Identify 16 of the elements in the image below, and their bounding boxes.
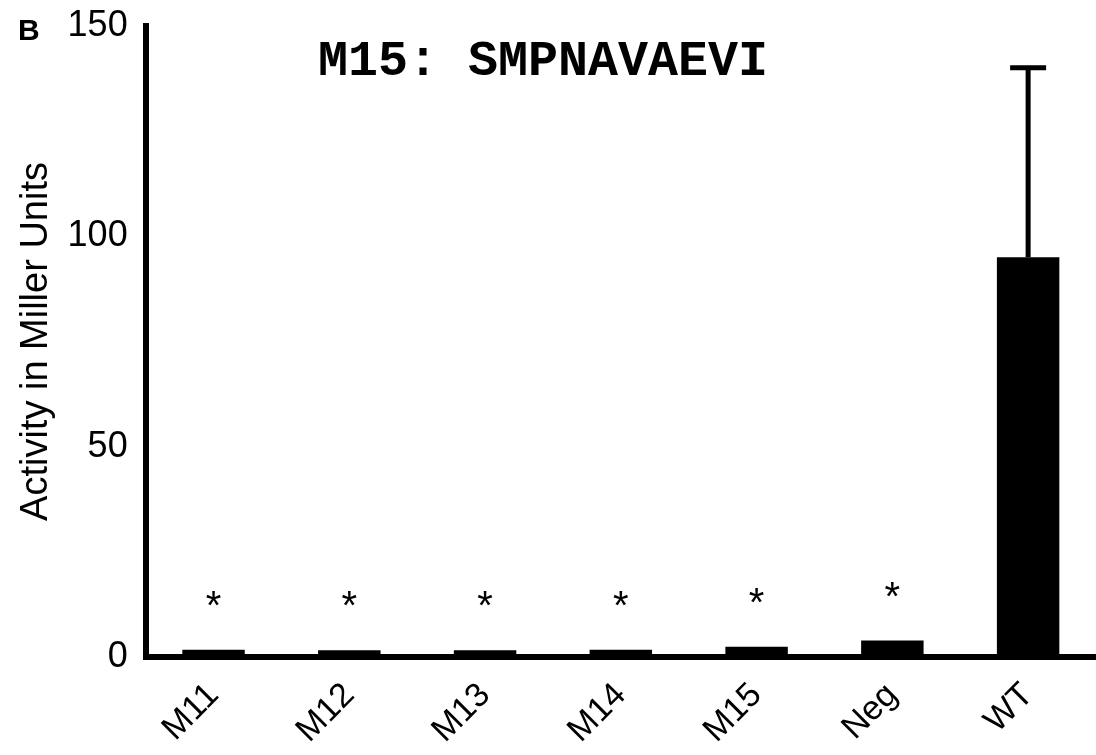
- annotation: *: [613, 582, 629, 627]
- annotation: *: [205, 582, 222, 627]
- y-tick-label: 0: [107, 634, 128, 676]
- x-tick-label: Neg: [832, 674, 904, 746]
- annotation: M15: SMPNAVAEVI: [318, 32, 769, 90]
- y-tick-label: 100: [67, 213, 128, 255]
- annotation: *: [341, 583, 358, 628]
- annotation: *: [477, 583, 493, 628]
- y-tick-label: 50: [87, 423, 128, 465]
- text: B: [18, 13, 40, 47]
- y-axis-title: Activity in Miller Units: [13, 162, 56, 521]
- x-tick-label: WT: [975, 674, 1040, 739]
- y-tick-label: 150: [67, 2, 128, 44]
- x-tick-label: M11: [153, 674, 226, 747]
- annotation: *: [748, 579, 765, 624]
- annotation: *: [884, 573, 901, 618]
